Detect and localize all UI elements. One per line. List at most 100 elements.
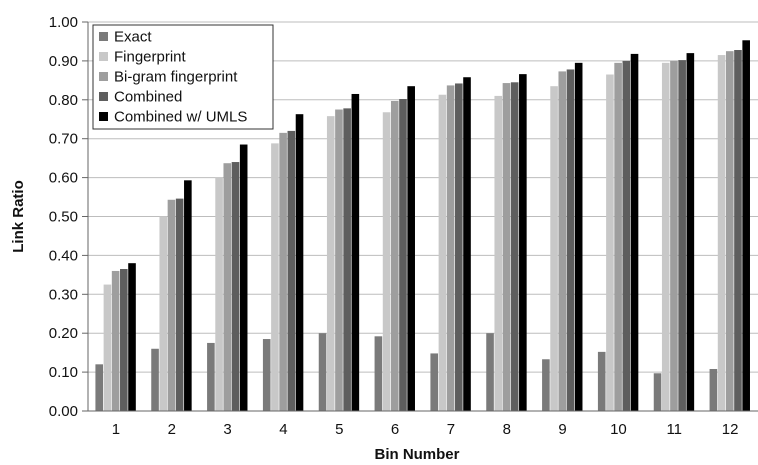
legend-swatch xyxy=(99,32,108,41)
bar-combined xyxy=(287,130,296,412)
x-tick-label: 9 xyxy=(558,421,566,438)
x-axis-ticks: 1 2 3 4 5 6 7 8 9 10 11 12 xyxy=(112,421,739,438)
bar-exact xyxy=(653,373,662,411)
legend-swatch xyxy=(99,112,108,121)
legend-swatch xyxy=(99,92,108,101)
y-tick-label: 0.30 xyxy=(49,286,78,303)
bar-bi-gram-fingerprint xyxy=(390,100,399,411)
legend-swatch xyxy=(99,72,108,81)
y-tick-label: 0.90 xyxy=(49,53,78,70)
bar-combined-w-umls xyxy=(742,40,750,411)
bar-bi-gram-fingerprint xyxy=(725,51,734,412)
gridlines xyxy=(88,21,758,373)
bar-combined xyxy=(120,269,128,411)
bar-combined-w-umls xyxy=(630,53,639,412)
bar-bi-gram-fingerprint xyxy=(502,83,511,411)
bar-bi-gram-fingerprint xyxy=(167,199,176,411)
bar-bi-gram-fingerprint xyxy=(111,270,120,411)
bar-bi-gram-fingerprint xyxy=(670,60,678,412)
bar-bi-gram-fingerprint xyxy=(335,109,343,412)
legend-label: Bi-gram fingerprint xyxy=(114,69,238,86)
x-tick-label: 12 xyxy=(722,421,739,438)
x-tick-label: 8 xyxy=(503,421,511,438)
bar-fingerprint xyxy=(326,116,335,411)
bar-bi-gram-fingerprint xyxy=(446,85,455,411)
legend-label: Combined w/ UMLS xyxy=(114,109,247,126)
x-tick-label: 4 xyxy=(279,421,287,438)
y-tick-label: 0.00 xyxy=(49,403,78,420)
bar-combined-w-umls xyxy=(407,86,415,411)
bar-fingerprint xyxy=(159,216,168,411)
y-axis-title: Link Ratio xyxy=(10,180,27,253)
legend-label: Combined xyxy=(114,89,182,106)
y-tick-label: 0.60 xyxy=(49,170,78,187)
y-tick-label: 1.00 xyxy=(49,14,78,31)
y-tick-label: 0.40 xyxy=(49,247,78,264)
bar-exact xyxy=(374,336,383,411)
legend-label: Exact xyxy=(114,29,152,46)
bar-exact xyxy=(430,353,439,411)
bar-exact xyxy=(709,368,718,411)
bar-combined xyxy=(510,82,519,412)
bar-fingerprint xyxy=(103,284,112,411)
x-tick-label: 3 xyxy=(223,421,231,438)
bar-combined xyxy=(566,69,575,412)
bar-combined xyxy=(399,99,407,412)
x-tick-label: 2 xyxy=(168,421,176,438)
bar-combined xyxy=(175,198,184,411)
legend-swatch xyxy=(99,52,108,61)
bar-exact xyxy=(542,359,550,411)
bar-fingerprint xyxy=(494,95,503,411)
bar-fingerprint xyxy=(550,86,558,411)
x-tick-label: 11 xyxy=(666,421,682,438)
y-tick-label: 0.80 xyxy=(49,92,78,109)
x-tick-label: 10 xyxy=(610,421,627,438)
bar-combined-w-umls xyxy=(239,144,248,411)
legend: Exact Fingerprint Bi-gram fingerprint Combi… xyxy=(92,24,274,130)
bar-combined-w-umls xyxy=(463,77,471,412)
bar-combined-w-umls xyxy=(574,62,583,412)
bar-exact xyxy=(95,364,104,411)
y-axis-ticks: 0.00 0.10 0.20 0.30 0.40 0.50 0.60 0.70 0.80 0.90… xyxy=(49,14,88,420)
x-tick-label: 7 xyxy=(447,421,455,438)
bar-combined-w-umls xyxy=(128,263,136,411)
legend-box xyxy=(92,24,274,130)
bar-bi-gram-fingerprint xyxy=(279,132,287,411)
legend-label: Fingerprint xyxy=(114,49,187,66)
y-tick-label: 0.10 xyxy=(49,364,78,381)
bar-exact xyxy=(207,342,215,411)
bars xyxy=(95,40,750,412)
bar-exact xyxy=(318,333,327,411)
x-tick-label: 6 xyxy=(391,421,399,438)
bar-exact xyxy=(597,351,606,411)
x-tick-label: 1 xyxy=(112,421,120,438)
bar-combined xyxy=(734,50,742,411)
bar-combined xyxy=(343,108,351,412)
bar-combined-w-umls xyxy=(351,93,360,411)
bar-exact xyxy=(486,333,494,411)
x-tick-label: 5 xyxy=(335,421,343,438)
bar-exact xyxy=(262,339,271,411)
bar-combined-w-umls xyxy=(519,74,527,411)
y-tick-label: 0.20 xyxy=(49,325,78,342)
bar-combined xyxy=(231,162,240,411)
bar-bi-gram-fingerprint xyxy=(558,71,567,412)
bar-fingerprint xyxy=(661,62,670,412)
bar-combined-w-umls xyxy=(686,53,695,412)
bar-fingerprint xyxy=(271,143,279,411)
y-tick-label: 0.50 xyxy=(49,209,78,226)
y-tick-label: 0.70 xyxy=(49,131,78,148)
bar-bi-gram-fingerprint xyxy=(223,163,232,411)
x-axis-title: Bin Number xyxy=(374,446,459,463)
bar-fingerprint xyxy=(438,94,447,412)
bar-bi-gram-fingerprint xyxy=(614,62,622,412)
bar-combined-w-umls xyxy=(295,114,304,411)
bar-fingerprint xyxy=(382,112,391,411)
bar-fingerprint xyxy=(606,74,614,411)
bar-combined xyxy=(622,60,631,412)
bar-fingerprint xyxy=(717,55,726,412)
bar-combined xyxy=(678,60,686,412)
bar-combined xyxy=(455,83,463,412)
bar-exact xyxy=(151,348,159,411)
